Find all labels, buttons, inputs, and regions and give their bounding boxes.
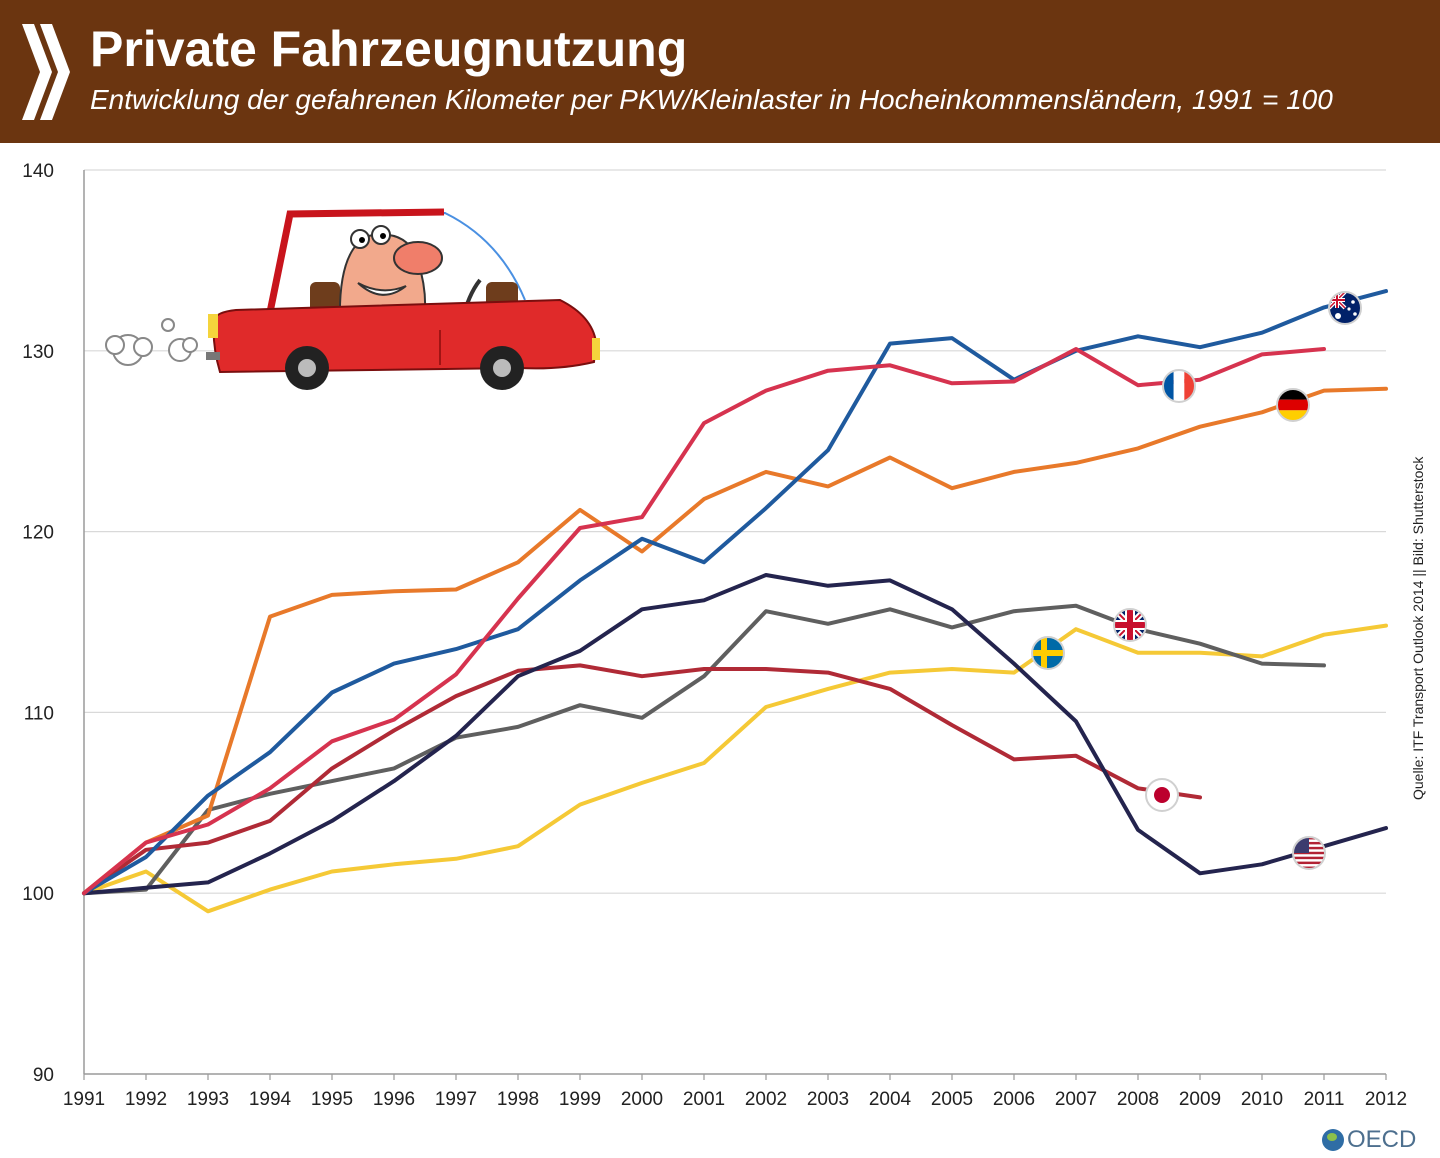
x-tick-label: 2003: [807, 1089, 849, 1110]
series-line-germany: [82, 386, 1388, 896]
country-flags: [1031, 291, 1362, 870]
germany-flag-icon: [1276, 388, 1310, 422]
x-tick-label: 2010: [1241, 1089, 1283, 1110]
y-axis-ticks: 90 100 110 120 130 140: [22, 161, 54, 1086]
x-tick-label: 1995: [311, 1089, 353, 1110]
x-tick-label: 2008: [1117, 1089, 1159, 1110]
series-line-sweden: [82, 623, 1388, 914]
x-tick-label: 1996: [373, 1089, 415, 1110]
japan-flag-icon: [1145, 778, 1179, 812]
x-tick-label: 2000: [621, 1089, 663, 1110]
source-note: Quelle: ITF Transport Outlook 2014 || Bi…: [1410, 456, 1426, 800]
x-tick-label: 2004: [869, 1089, 912, 1110]
double-chevron-icon: [22, 24, 70, 120]
page-subtitle: Entwicklung der gefahrenen Kilometer per…: [90, 84, 1333, 115]
x-tick-label: 1997: [435, 1089, 477, 1110]
y-tick-label: 100: [22, 884, 54, 905]
x-tick-label: 1999: [559, 1089, 601, 1110]
france-flag-icon: [1162, 369, 1196, 403]
series-line-japan: [82, 663, 1202, 896]
x-tick-label: 2007: [1055, 1089, 1097, 1110]
y-tick-label: 130: [22, 342, 54, 363]
x-tick-label: 2005: [931, 1089, 973, 1110]
y-tick-label: 90: [33, 1065, 54, 1086]
header-banner: Private Fahrzeugnutzung Entwicklung der …: [0, 0, 1440, 143]
page-title: Private Fahrzeugnutzung: [90, 21, 688, 77]
x-tick-label: 2011: [1304, 1089, 1345, 1110]
x-tick-label: 2006: [993, 1089, 1035, 1110]
x-tick-label: 2009: [1179, 1089, 1221, 1110]
oecd-logo: OECD: [1322, 1126, 1416, 1154]
x-tick-label: 1992: [125, 1089, 167, 1110]
australia-flag-icon: [1328, 291, 1362, 325]
oecd-logo-text: OECD: [1347, 1126, 1417, 1153]
x-tick-label: 2002: [745, 1089, 787, 1110]
series-line-france: [82, 347, 1326, 896]
y-tick-label: 110: [24, 703, 54, 724]
x-tick-label: 1994: [249, 1089, 292, 1110]
x-tick-label: 1993: [187, 1089, 229, 1110]
usa-flag-icon: [1292, 836, 1326, 870]
x-tick-label: 1991: [63, 1089, 105, 1110]
car-driver-illustration: [105, 208, 600, 390]
uk-flag-icon: [1113, 608, 1147, 642]
sweden-flag-icon: [1031, 636, 1065, 670]
series-line-usa: [82, 573, 1388, 896]
y-tick-label: 120: [22, 523, 54, 544]
x-tick-label: 1998: [497, 1089, 539, 1110]
x-axis-ticks: 1991 1992 1993 1994 1995 1996 1997 1998 1999 2000…: [63, 1074, 1407, 1110]
x-tick-label: 2001: [683, 1089, 725, 1110]
globe-icon: [1322, 1129, 1344, 1151]
series-line-australia: [82, 289, 1388, 896]
y-tick-label: 140: [22, 161, 54, 182]
x-tick-label: 2012: [1365, 1089, 1407, 1110]
